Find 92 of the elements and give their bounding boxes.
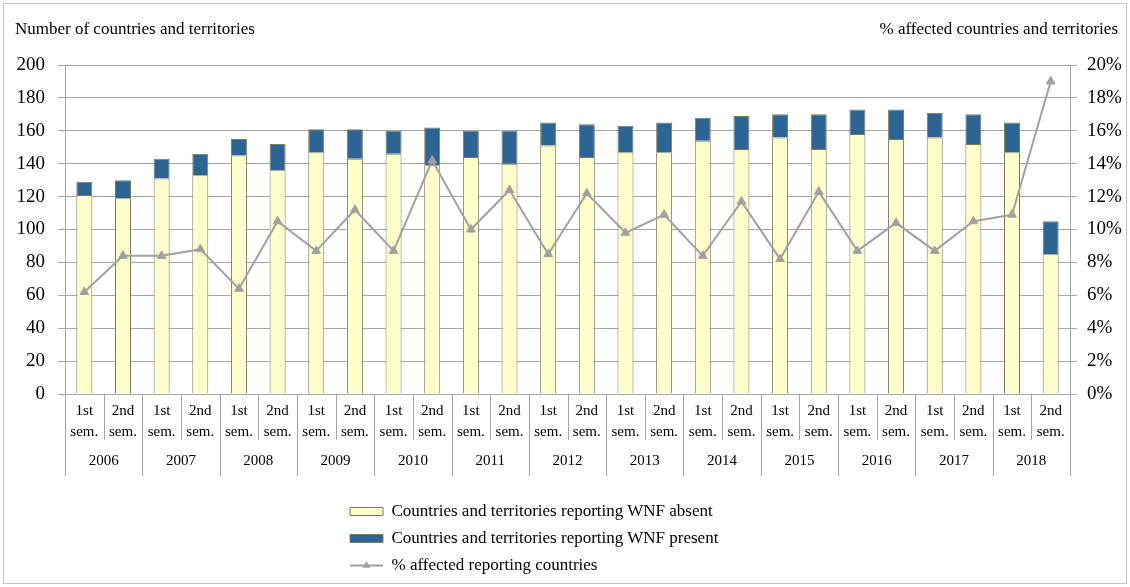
x-tick-label: 1st sem.	[920, 402, 949, 440]
x-tick-label: 1st sem.	[379, 402, 408, 440]
y-tick-label: 180	[16, 85, 45, 107]
point	[543, 248, 553, 258]
point	[736, 196, 747, 205]
x-tick-label: 2nd sem.	[959, 402, 988, 440]
text: 2015	[784, 451, 815, 468]
x-tick-label: 1st sem.	[766, 402, 795, 440]
x-tick-label: 2nd sem.	[340, 402, 369, 440]
point	[620, 227, 631, 236]
x-tick-label: 2nd sem.	[1036, 402, 1065, 440]
x-tick-label: 2nd sem.	[418, 402, 447, 440]
y-tick-label: 200	[16, 52, 45, 74]
y-tick-label: 60	[26, 283, 45, 305]
text: 2010	[397, 451, 428, 468]
point	[427, 154, 438, 164]
point	[234, 283, 244, 292]
y2-tick-label: 10%	[1087, 217, 1122, 239]
x-tick-label: 2nd sem.	[727, 402, 756, 440]
y2-tick-label: 12%	[1087, 184, 1122, 206]
point	[195, 243, 206, 253]
x-tick-label: 2nd sem.	[186, 402, 215, 440]
x-tick-label: 2nd sem.	[109, 402, 137, 440]
y-tick-label: 160	[16, 118, 45, 140]
point	[79, 286, 90, 296]
y-tick-label: 0	[35, 381, 45, 403]
point	[929, 245, 940, 254]
point	[1007, 209, 1017, 218]
text: 2014	[707, 451, 738, 468]
x-tick-label: 1st sem.	[302, 402, 331, 440]
y-tick-label: 20	[26, 349, 45, 371]
y2-tick-label: 14%	[1087, 151, 1122, 173]
point	[968, 215, 979, 225]
y-tick-label: 120	[16, 184, 45, 206]
text: 2009	[320, 451, 351, 468]
point	[659, 209, 669, 218]
point	[582, 187, 592, 197]
y2-tick-label: 8%	[1087, 250, 1113, 272]
text: 2012	[552, 451, 583, 468]
y-tick-label: 140	[16, 151, 45, 173]
x-tick-label: 1st sem.	[843, 402, 872, 440]
x-tick-label: 1st sem.	[224, 402, 253, 440]
y-axis-title: Number of countries and territories	[15, 19, 255, 39]
text: 2006	[88, 451, 120, 468]
y2-tick-label: 20%	[1087, 52, 1122, 74]
point	[1045, 75, 1056, 85]
x-tick-label: 1st sem.	[998, 402, 1026, 440]
text: 2011	[475, 451, 505, 468]
y2-tick-label: 18%	[1087, 85, 1122, 107]
y-tick-label: 40	[26, 316, 45, 338]
x-tick-label: 2nd sem.	[572, 402, 601, 440]
x-tick-label: 1st sem.	[456, 402, 485, 440]
x-tick-label: 2nd sem.	[495, 402, 524, 440]
x-tick-label: 1st sem.	[611, 402, 640, 440]
point	[466, 224, 476, 233]
x-tick-label: 1st sem.	[70, 402, 99, 440]
y2-tick-label: 4%	[1087, 316, 1113, 338]
y2-tick-label: 16%	[1087, 118, 1122, 140]
point	[350, 204, 360, 213]
point	[891, 217, 901, 226]
point	[118, 250, 128, 259]
point	[272, 215, 283, 225]
y-tick-label: 100	[16, 217, 45, 239]
x-tick-label: 2nd sem.	[650, 402, 679, 440]
point	[388, 245, 399, 254]
y2-tick-label: 0%	[1087, 381, 1113, 403]
point	[311, 245, 322, 254]
text: 2016	[861, 451, 893, 468]
y2-axis-title: % affected countries and territories	[879, 19, 1118, 39]
text: 2007	[165, 451, 197, 468]
y-tick-label: 80	[26, 250, 45, 272]
point	[156, 250, 167, 259]
text: 2017	[939, 451, 970, 468]
y2-tick-label: 2%	[1087, 349, 1113, 371]
point	[775, 253, 785, 263]
legend-label: Countries and territories reporting WNF present	[391, 527, 719, 547]
text: 2018	[1016, 451, 1047, 468]
point	[504, 184, 515, 194]
x-tick-label: 1st sem.	[534, 402, 563, 440]
x-tick-label: 1st sem.	[688, 402, 717, 440]
legend-label: % affected reporting countries	[391, 554, 598, 574]
point	[813, 186, 824, 195]
point	[697, 250, 708, 259]
text: 2013	[629, 451, 660, 468]
x-tick-label: 2nd sem.	[804, 402, 833, 440]
x-tick-label: 1st sem.	[147, 402, 176, 440]
legend-label: Countries and territories reporting WNF absent	[391, 500, 713, 520]
x-tick-label: 2nd sem.	[882, 402, 911, 440]
y2-tick-label: 6%	[1087, 283, 1113, 305]
x-tick-label: 2nd sem.	[263, 402, 292, 440]
text: 2008	[243, 451, 274, 468]
point	[852, 245, 863, 254]
